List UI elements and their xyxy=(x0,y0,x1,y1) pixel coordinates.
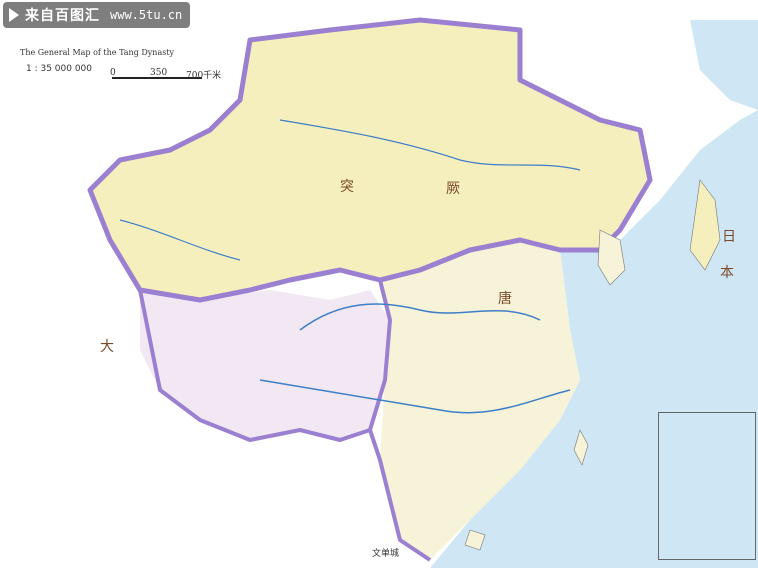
sea-north xyxy=(690,20,758,110)
watermark-url: www.5tu.cn xyxy=(110,8,183,22)
yangtze-river xyxy=(259,379,571,414)
watermark-banner: 来自百图汇 www.5tu.cn xyxy=(3,2,191,28)
tang-core-region xyxy=(380,240,580,560)
play-icon xyxy=(9,8,19,22)
watermark-site-cn: 来自百图汇 xyxy=(25,8,100,24)
tibet-boundary xyxy=(138,279,392,442)
scale-tick-2: 700千米 xyxy=(186,71,222,81)
city-label: 文单城 xyxy=(372,549,400,559)
tibet-region xyxy=(140,290,390,440)
region-label: 突 xyxy=(340,179,356,195)
taiwan-island xyxy=(573,429,589,466)
region-label: 日 xyxy=(722,229,738,245)
south-china-sea-inset xyxy=(658,412,756,560)
yellow-river xyxy=(299,303,541,331)
region-label: 厥 xyxy=(446,181,462,197)
western-river xyxy=(119,219,241,261)
scale-tick-1: 350 xyxy=(150,68,168,78)
empire-boundary xyxy=(87,17,653,303)
map-title-en: The General Map of the Tang Dynasty xyxy=(20,48,175,57)
northern-river xyxy=(279,119,581,171)
steppe-region xyxy=(90,20,650,300)
scale-ratio: 1 : 35 000 000 xyxy=(26,64,93,74)
south-boundary xyxy=(368,429,432,562)
region-label: 本 xyxy=(720,265,736,281)
region-label: 大 xyxy=(100,339,116,355)
hainan-island xyxy=(464,529,486,551)
scale-bar xyxy=(112,77,202,79)
korea-peninsula xyxy=(597,229,626,286)
region-label: 唐 xyxy=(498,291,514,307)
scale-tick-0: 0 xyxy=(110,68,116,78)
japan-island xyxy=(689,179,721,271)
